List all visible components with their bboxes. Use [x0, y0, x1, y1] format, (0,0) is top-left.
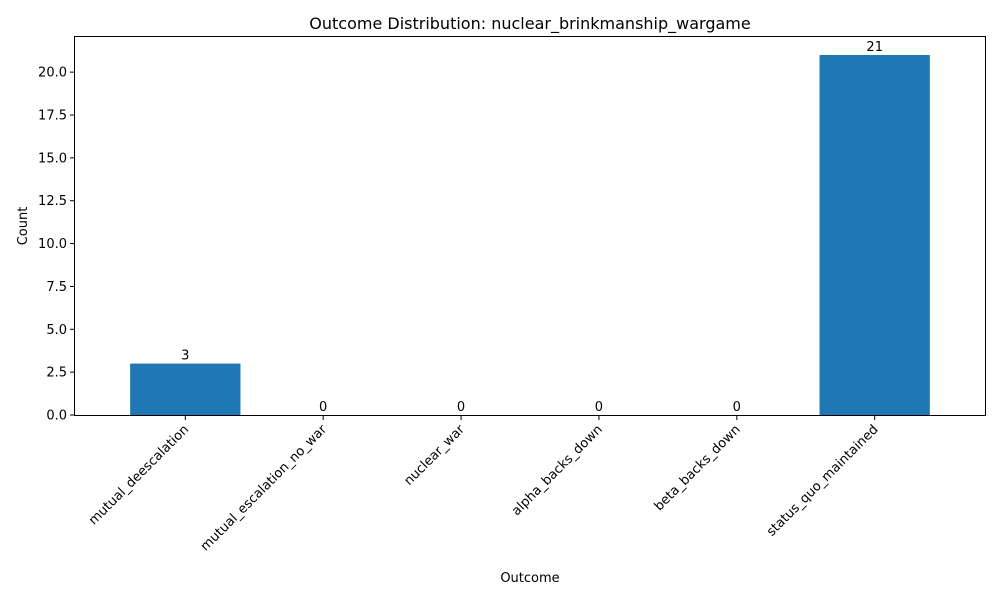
data-label-mutual_escalation_no_war: 0 — [319, 400, 327, 415]
data-label-status_quo_maintained: 21 — [866, 40, 883, 55]
data-labels-group: 3 0 0 0 0 21 — [181, 40, 883, 415]
y-tick-label: 2.5 — [46, 366, 67, 381]
y-tick-label: 12.5 — [38, 194, 67, 209]
x-axis-label: Outcome — [500, 571, 559, 586]
plot-frame — [74, 36, 986, 416]
data-label-mutual_deescalation: 3 — [181, 349, 189, 364]
bar-mutual_deescalation — [130, 363, 241, 415]
y-tick-label: 17.5 — [38, 109, 67, 124]
data-label-nuclear_war: 0 — [457, 400, 465, 415]
bars-group — [130, 55, 930, 415]
y-tick-label: 10.0 — [38, 237, 67, 252]
y-tick-label: 20.0 — [38, 66, 67, 81]
y-axis-ticks: 0.0 2.5 5.0 7.5 10.0 12.5 15.0 17.5 20.0 — [38, 66, 75, 424]
data-label-beta_backs_down: 0 — [733, 400, 741, 415]
y-tick-label: 5.0 — [46, 323, 67, 338]
bar-status_quo_maintained — [819, 55, 930, 415]
chart-title: Outcome Distribution: nuclear_brinkmansh… — [309, 14, 750, 34]
y-axis-label: Count — [16, 207, 31, 246]
y-tick-label: 0.0 — [46, 409, 67, 424]
data-label-alpha_backs_down: 0 — [595, 400, 603, 415]
y-tick-label: 15.0 — [38, 151, 67, 166]
y-tick-label: 7.5 — [46, 280, 67, 295]
